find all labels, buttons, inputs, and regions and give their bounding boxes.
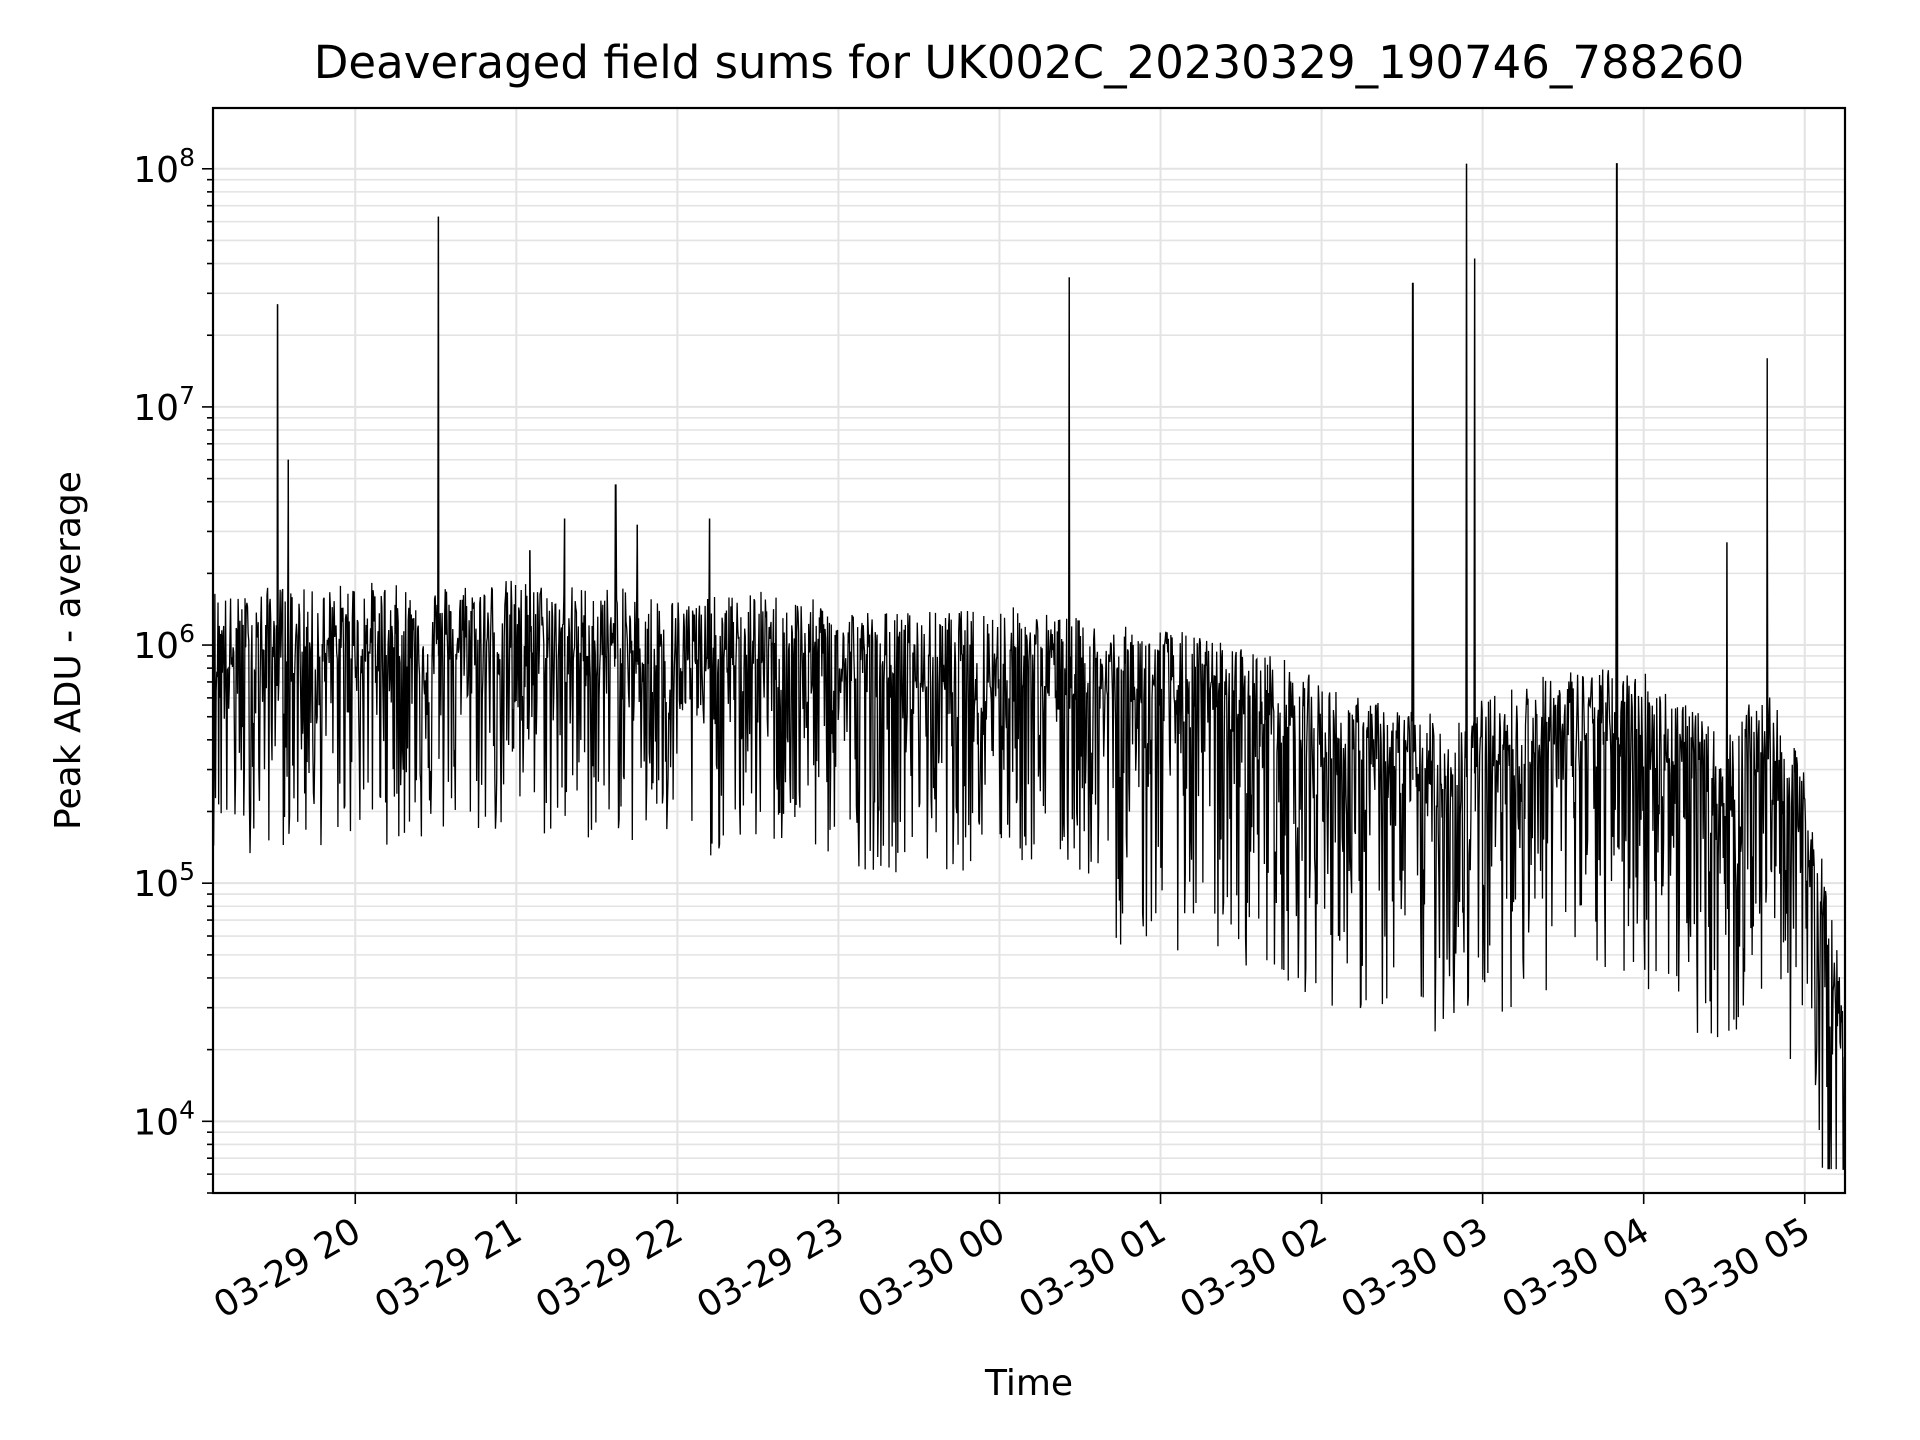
y-tick-label: 104 (133, 1095, 195, 1143)
x-axis-label: Time (984, 1363, 1073, 1404)
plot-frame (211, 106, 1847, 1195)
y-axis-label: Peak ADU - average (48, 471, 89, 830)
y-tick-label: 106 (133, 619, 195, 667)
series-layer (212, 163, 1846, 1170)
y-tick-label: 105 (133, 857, 195, 905)
y-tick-label: 107 (133, 381, 195, 429)
chart-title: Deaveraged field sums for UK002C_2023032… (314, 36, 1744, 89)
y-tick-label: 108 (133, 143, 195, 191)
series-line (212, 163, 1846, 1170)
